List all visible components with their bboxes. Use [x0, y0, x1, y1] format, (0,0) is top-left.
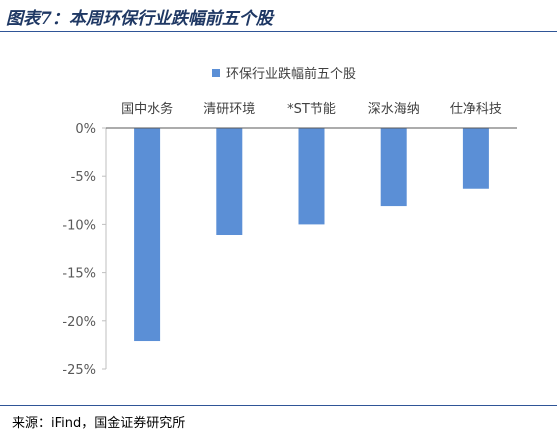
legend: 环保行业跌幅前五个股 — [212, 66, 356, 82]
y-tick-label: -10% — [62, 218, 96, 233]
bar — [216, 128, 243, 236]
category-label: 仕净科技 — [450, 102, 502, 117]
category-label: 国中水务 — [121, 101, 173, 117]
bar-chart: 环保行业跌幅前五个股 0% -5% -10% -15% -20% -25% 国中水务 清研环… — [62, 66, 517, 378]
figure-title: 图表7：本周环保行业跌幅前五个股 — [6, 9, 273, 29]
bar — [134, 128, 161, 342]
bar — [462, 128, 489, 189]
source-note: 来源：iFind，国金证券研究所 — [12, 416, 186, 431]
legend-label: 环保行业跌幅前五个股 — [226, 66, 356, 82]
y-tick-label: -25% — [62, 363, 96, 378]
y-tick-label: -20% — [62, 315, 96, 330]
legend-swatch — [212, 69, 220, 77]
category-label: 清研环境 — [203, 102, 255, 117]
category-labels: 国中水务 清研环境 *ST节能 深水海纳 仕净科技 — [121, 101, 502, 117]
y-axis: 0% -5% -10% -15% -20% -25% — [62, 122, 107, 378]
category-label: *ST节能 — [287, 102, 336, 117]
y-tick-label: -15% — [62, 267, 96, 282]
plot-area — [106, 127, 517, 342]
bar — [298, 128, 325, 225]
bar — [380, 128, 407, 207]
y-tick-label: 0% — [75, 122, 96, 137]
category-label: 深水海纳 — [368, 102, 420, 117]
y-tick-label: -5% — [71, 170, 96, 185]
source-rule — [0, 405, 557, 406]
title-rule — [0, 31, 557, 32]
